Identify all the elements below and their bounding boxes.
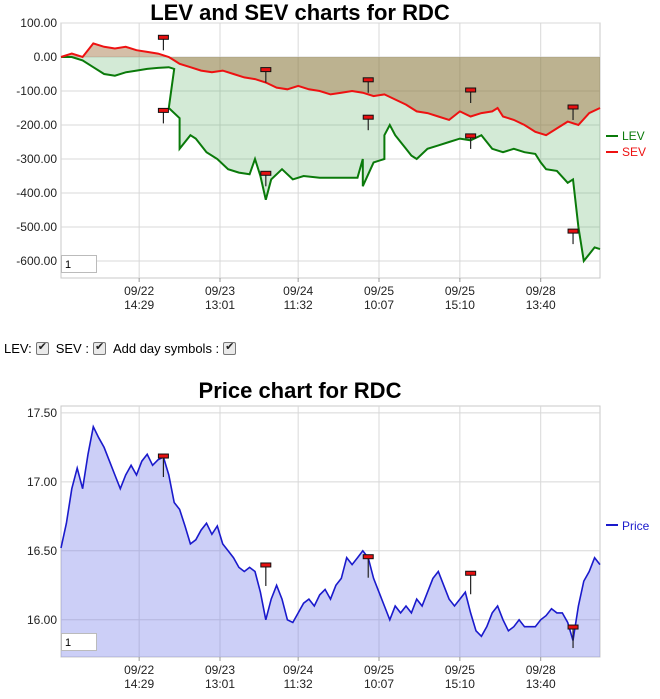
lev-chart: 100.00 0.00 -100.00 -200.00 -300.00 -400.00 -5… — [16, 16, 646, 312]
day-symbols-label: Add day symbols : — [112, 341, 220, 356]
lev-day-marker — [567, 228, 579, 234]
x-tick-date: 09/25 — [364, 663, 394, 677]
x-tick-time: 11:32 — [284, 677, 313, 691]
x-tick-time: 15:10 — [445, 677, 475, 691]
x-tick-time: 10:07 — [364, 677, 394, 691]
y-tick-label: -200.00 — [16, 118, 57, 132]
y-tick-label: 17.50 — [27, 406, 57, 420]
lev-day-marker — [567, 104, 579, 110]
x-tick-date: 09/25 — [445, 284, 475, 298]
x-tick-date: 09/23 — [205, 663, 235, 677]
x-tick-time: 13:01 — [205, 298, 235, 312]
y-tick-label: 17.00 — [27, 475, 57, 489]
y-tick-label: -600.00 — [16, 254, 57, 268]
lev-toggle-label: LEV: — [4, 341, 32, 356]
lev-day-marker — [362, 114, 374, 120]
x-tick-time: 13:40 — [526, 298, 556, 312]
x-tick-date: 09/24 — [283, 663, 313, 677]
price-page-input[interactable]: 1 — [61, 633, 97, 651]
y-tick-label: -500.00 — [16, 220, 57, 234]
price-chart-title: Price chart for RDC — [198, 378, 402, 403]
y-tick-label: -300.00 — [16, 152, 57, 166]
lev-day-marker — [465, 87, 477, 93]
lev-day-marker — [260, 170, 272, 176]
price-line — [60, 424, 601, 641]
sev-area — [61, 43, 600, 136]
price-day-marker — [567, 624, 579, 630]
lev-checkbox[interactable] — [35, 340, 49, 355]
y-tick-label: 100.00 — [20, 16, 57, 30]
lev-day-marker — [260, 67, 272, 73]
y-tick-label: 16.50 — [27, 544, 57, 558]
legend-label-lev: LEV — [622, 129, 645, 143]
x-tick-time: 11:32 — [284, 298, 313, 312]
x-tick-time: 14:29 — [124, 677, 154, 691]
lev-page-input[interactable]: 1 — [61, 255, 97, 273]
lev-day-marker — [157, 107, 169, 113]
x-tick-date: 09/24 — [283, 284, 313, 298]
y-tick-label: -100.00 — [16, 84, 57, 98]
price-day-marker — [465, 570, 477, 576]
price-day-marker — [157, 453, 169, 459]
x-tick-date: 09/28 — [526, 284, 556, 298]
x-tick-time: 15:10 — [445, 298, 475, 312]
price-area — [61, 426, 600, 657]
x-tick-time: 10:07 — [364, 298, 394, 312]
sev-line — [60, 42, 601, 137]
x-tick-time: 14:29 — [124, 298, 154, 312]
x-tick-date: 09/25 — [445, 663, 475, 677]
price-day-marker — [260, 562, 272, 568]
lev-day-marker — [362, 77, 374, 83]
plot-area — [60, 405, 601, 658]
chart-controls: LEV: SEV : Add day symbols : — [4, 340, 241, 356]
x-tick-time: 13:40 — [526, 677, 556, 691]
lev-day-marker — [465, 133, 477, 139]
y-tick-label: 0.00 — [34, 50, 58, 64]
x-tick-date: 09/23 — [205, 284, 235, 298]
sev-checkbox[interactable] — [92, 340, 106, 355]
y-tick-label: -400.00 — [16, 186, 57, 200]
lev-day-marker — [157, 34, 169, 40]
x-tick-time: 13:01 — [205, 677, 235, 691]
x-tick-date: 09/22 — [124, 663, 154, 677]
lev-line — [61, 56, 601, 264]
x-tick-date: 09/25 — [364, 284, 394, 298]
price-day-marker — [362, 554, 374, 560]
x-tick-date: 09/22 — [124, 284, 154, 298]
x-tick-date: 09/28 — [526, 663, 556, 677]
lev-area — [61, 57, 600, 261]
y-tick-label: 16.00 — [27, 613, 57, 627]
lev-chart-title: LEV and SEV charts for RDC — [150, 0, 450, 25]
legend-label-price: Price — [622, 519, 650, 533]
day-symbols-checkbox[interactable] — [223, 340, 237, 355]
legend-label-sev: SEV — [622, 145, 646, 159]
sev-toggle-label: SEV : — [55, 341, 89, 356]
